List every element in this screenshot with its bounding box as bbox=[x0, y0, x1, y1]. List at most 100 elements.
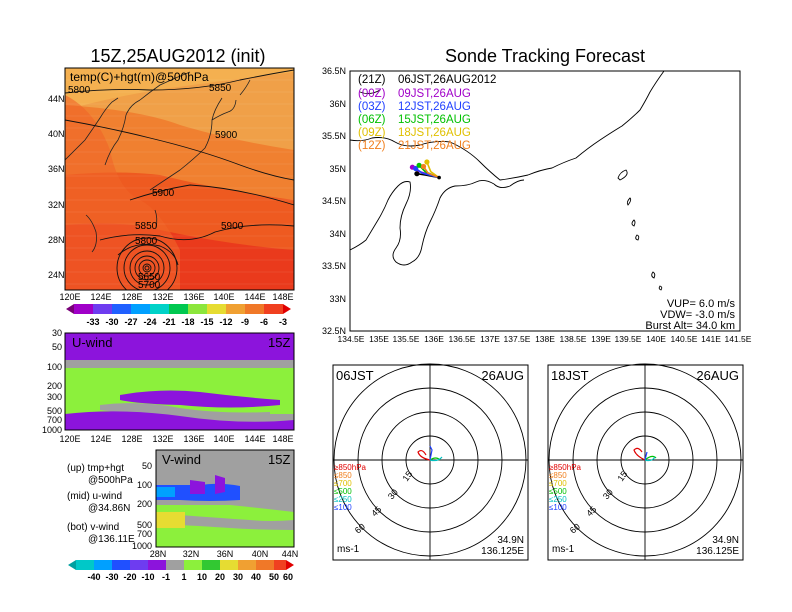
lon-tick: 138E bbox=[535, 334, 555, 344]
level-legend: ≤850 bbox=[549, 471, 567, 480]
lat-tick: 34N bbox=[329, 229, 346, 239]
lon-tick: 141E bbox=[701, 334, 721, 344]
ring-label: 15 bbox=[400, 469, 414, 483]
lat-tick: 36N bbox=[329, 99, 346, 109]
polar-date: 26AUG bbox=[481, 368, 524, 383]
legend-time: (09Z) bbox=[358, 127, 386, 139]
lon-tick: 140.5E bbox=[671, 334, 698, 344]
legend-time: 18JST,26AUG bbox=[398, 127, 471, 139]
lat-tick: 44N bbox=[282, 549, 299, 559]
hodograph-18jst bbox=[633, 447, 657, 462]
ring-label: 30 bbox=[386, 487, 400, 501]
panel-legend: (up) tmp+hgt @500hPa (mid) u-wind @34.86… bbox=[67, 463, 135, 545]
contour-label: 5850 bbox=[135, 221, 158, 232]
colorbar-label: -18 bbox=[181, 317, 194, 327]
contour-label: 5800 bbox=[135, 236, 158, 247]
lat-tick: 40N bbox=[48, 129, 65, 139]
colorbar-label: 30 bbox=[233, 572, 243, 582]
level-legend: ≤500 bbox=[334, 487, 352, 496]
legend-line: @136.11E bbox=[88, 534, 135, 545]
lon-tick: 144E bbox=[244, 292, 265, 302]
lat-tick: 35N bbox=[329, 164, 346, 174]
lon-tick: 120E bbox=[59, 434, 80, 444]
height-contours bbox=[65, 69, 294, 266]
colorbar-label: -6 bbox=[260, 317, 268, 327]
landing-point bbox=[420, 163, 427, 170]
landing-point bbox=[416, 162, 422, 168]
typhoon-contours bbox=[116, 237, 178, 290]
map-subtitle: temp(C)+hgt(m)@500hPa bbox=[70, 70, 209, 84]
landing-point bbox=[424, 159, 430, 165]
p-tick: 100 bbox=[137, 480, 152, 490]
lon-tick: 128E bbox=[121, 292, 142, 302]
lat-tick: 32.5N bbox=[322, 326, 346, 336]
legend-line: (up) tmp+hgt bbox=[67, 463, 124, 474]
lon-tick: 139.5E bbox=[615, 334, 642, 344]
legend-time: (03Z) bbox=[358, 101, 386, 113]
lon-tick: 140E bbox=[213, 292, 234, 302]
legend-line: (bot) v-wind bbox=[67, 522, 119, 533]
contour-label: 5900 bbox=[152, 188, 175, 199]
left-title: 15Z,25AUG2012 (init) bbox=[90, 46, 265, 66]
lon-tick: 124E bbox=[90, 434, 111, 444]
launch-point bbox=[437, 175, 441, 180]
lon-tick: 141.5E bbox=[725, 334, 752, 344]
ring-label: 60 bbox=[568, 521, 582, 535]
p-tick: 300 bbox=[47, 392, 62, 402]
colorbar-label: 50 bbox=[269, 572, 279, 582]
ring-label: 15 bbox=[615, 469, 629, 483]
legend-time: (06Z) bbox=[358, 114, 386, 126]
legend-line: @34.86N bbox=[88, 503, 130, 514]
lat-tick: 28N bbox=[150, 549, 167, 559]
lat-tick: 32N bbox=[48, 200, 65, 210]
lon-tick: 139E bbox=[591, 334, 611, 344]
legend-time: 06JST,26AUG2012 bbox=[398, 74, 496, 86]
lat-tick: 40N bbox=[252, 549, 269, 559]
polar-unit: ms-1 bbox=[337, 544, 360, 555]
level-legend: ≤700 bbox=[334, 479, 352, 488]
colorbar-label: 1 bbox=[181, 572, 186, 582]
lat-tick: 24N bbox=[48, 270, 65, 280]
lon-tick: 136E bbox=[183, 434, 204, 444]
lat-tick: 34.5N bbox=[322, 196, 346, 206]
lon-tick: 138.5E bbox=[560, 334, 587, 344]
polar-lat: 34.9N bbox=[712, 535, 739, 546]
polar-plot-18jst bbox=[547, 363, 744, 561]
contour-label: 5900 bbox=[215, 130, 238, 141]
colorbar-label: -30 bbox=[105, 317, 118, 327]
lon-tick: 137.5E bbox=[504, 334, 531, 344]
contour-label: 5900 bbox=[221, 221, 244, 232]
colorbar-label: -9 bbox=[241, 317, 249, 327]
lat-tick: 33.5N bbox=[322, 261, 346, 271]
legend-line: (mid) u-wind bbox=[67, 491, 122, 502]
lon-tick: 134.5E bbox=[338, 334, 365, 344]
p-tick: 500 bbox=[137, 520, 152, 530]
lat-tick: 32N bbox=[183, 549, 200, 559]
lon-tick: 148E bbox=[272, 292, 293, 302]
track-map-frame bbox=[349, 70, 741, 332]
ring-label: 30 bbox=[601, 487, 615, 501]
colorbar-label: 20 bbox=[215, 572, 225, 582]
lon-tick: 136.5E bbox=[449, 334, 476, 344]
colorbar-label: -33 bbox=[86, 317, 99, 327]
ring-label: 60 bbox=[353, 521, 367, 535]
lat-tick: 33N bbox=[329, 294, 346, 304]
sonde-tracks bbox=[409, 159, 441, 180]
sonde-track bbox=[422, 166, 440, 179]
colorbar-label: -15 bbox=[200, 317, 213, 327]
lon-tick: 140E bbox=[213, 434, 234, 444]
legend-time: 09JST,26AUG bbox=[398, 88, 471, 100]
level-legend: ≤700 bbox=[549, 479, 567, 488]
p-tick: 700 bbox=[137, 529, 152, 539]
colorbar-label: -12 bbox=[219, 317, 232, 327]
colorbar-label: -40 bbox=[87, 572, 100, 582]
v-wind-panel bbox=[155, 449, 295, 548]
polar-plot-06jst bbox=[332, 363, 529, 561]
colorbar-label: -24 bbox=[143, 317, 156, 327]
polar-lon: 136.125E bbox=[696, 546, 739, 557]
lon-tick: 135.5E bbox=[393, 334, 420, 344]
polar-lat: 34.9N bbox=[497, 535, 524, 546]
contour-label: 5700 bbox=[138, 280, 161, 291]
colorbar-label: 10 bbox=[197, 572, 207, 582]
